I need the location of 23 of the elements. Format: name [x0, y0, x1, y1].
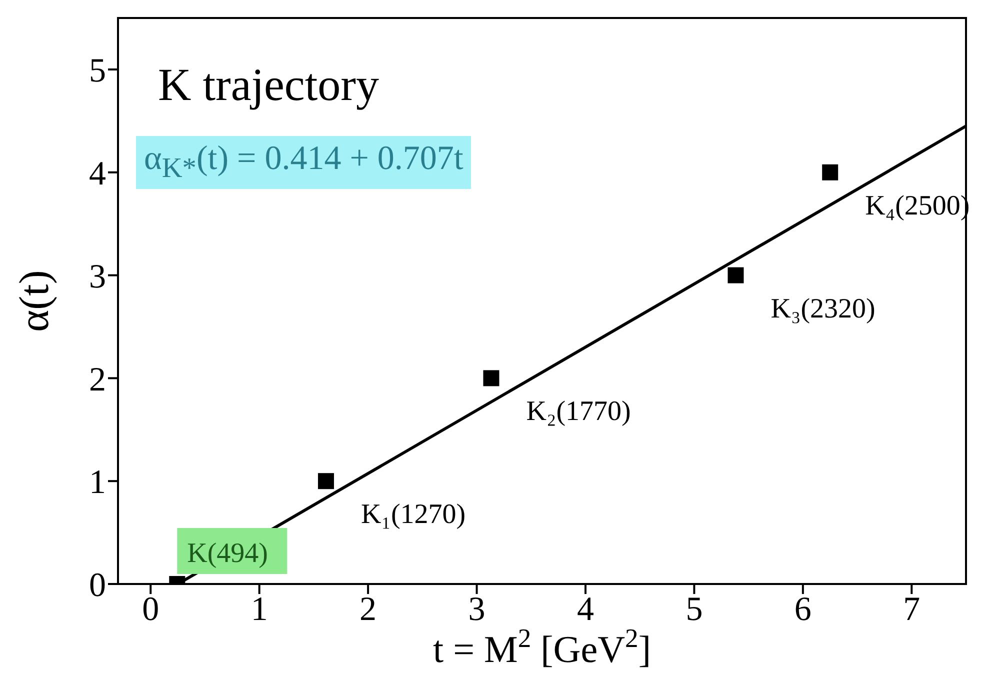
annotation: K₂(1770) — [526, 396, 631, 428]
y-tick-label: 0 — [89, 567, 106, 604]
y-tick-label: 5 — [89, 52, 106, 90]
y-tick-label: 3 — [89, 258, 106, 296]
y-tick-label: 1 — [89, 464, 106, 502]
y-tick-label: 2 — [89, 361, 106, 398]
annotation: K(494) — [187, 538, 268, 569]
point — [318, 473, 334, 490]
y-tick-label: 4 — [89, 155, 106, 192]
point — [728, 267, 744, 284]
x-tick-label: 0 — [142, 591, 160, 628]
point — [483, 370, 500, 386]
x-tick-label: 6 — [794, 591, 812, 628]
annotation: K₃(2320) — [770, 293, 876, 324]
text: K trajectory — [158, 58, 379, 111]
x-tick-label: 1 — [250, 591, 268, 628]
x-tick-label: 2 — [360, 591, 377, 628]
y-axis-title: α(t) — [12, 270, 58, 332]
x-tick-label: 5 — [686, 591, 703, 628]
x-tick-label: 7 — [903, 591, 920, 628]
annotation: α$_{K*}$(t) = 0.414 + 0.707t — [136, 136, 472, 189]
point — [822, 164, 838, 180]
annotation: K₁(1270) — [360, 499, 466, 530]
